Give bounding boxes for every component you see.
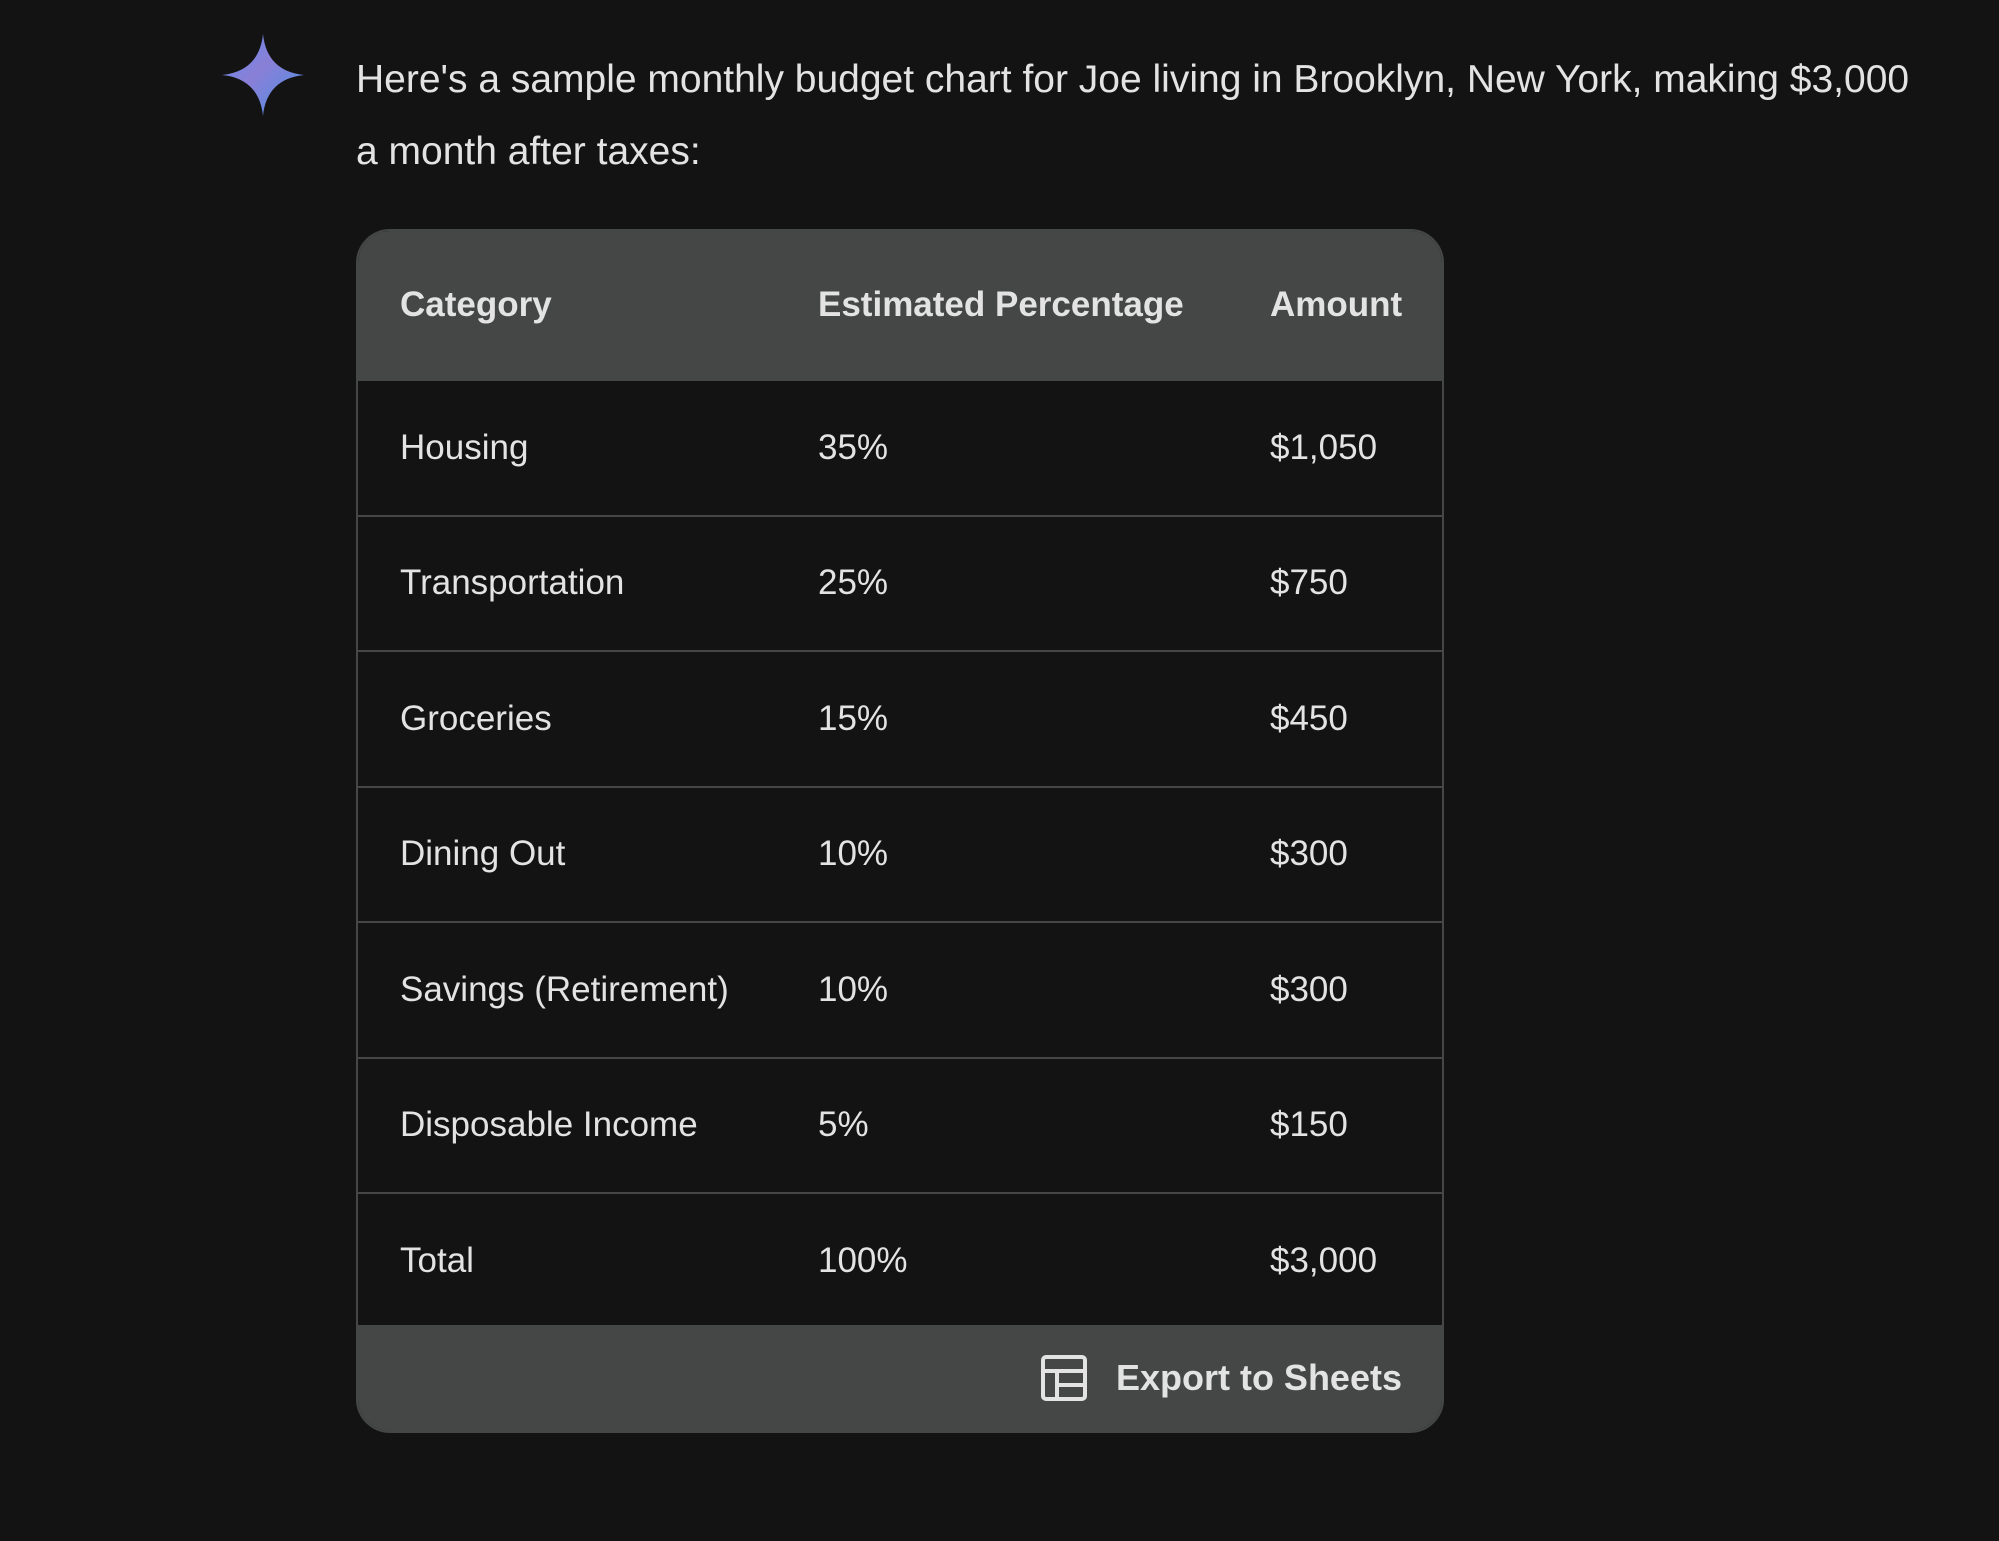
cell-category: Transportation	[400, 563, 625, 603]
table-row: Disposable Income 5% $150	[358, 1057, 1442, 1194]
cell-amount: $300	[1270, 834, 1348, 874]
table-header-row: Category Estimated Percentage Amount	[358, 231, 1442, 380]
cell-percentage: 5%	[818, 1105, 869, 1145]
sheets-table-icon	[1040, 1355, 1087, 1401]
table-row-total: Total 100% $3,000	[358, 1193, 1442, 1329]
export-to-sheets-label: Export to Sheets	[1115, 1357, 1402, 1398]
table-row: Housing 35% $1,050	[358, 380, 1442, 516]
table-footer: Export to Sheets	[358, 1325, 1442, 1431]
cell-percentage: 35%	[818, 427, 889, 467]
cell-percentage: 100%	[818, 1241, 908, 1281]
budget-table-card: Category Estimated Percentage Amount Hou…	[356, 229, 1444, 1433]
cell-percentage: 25%	[818, 563, 889, 603]
export-to-sheets-button[interactable]: Export to Sheets	[1040, 1354, 1402, 1402]
table-row: Dining Out 10% $300	[358, 786, 1442, 923]
table-row: Transportation 25% $750	[358, 515, 1442, 652]
header-estimated-percentage: Estimated Percentage	[818, 285, 1184, 324]
cell-amount: $150	[1270, 1105, 1348, 1145]
cell-amount: $450	[1270, 698, 1348, 738]
cell-category: Groceries	[400, 698, 552, 738]
cell-amount: $300	[1270, 969, 1348, 1009]
header-category: Category	[400, 285, 552, 324]
cell-percentage: 10%	[818, 969, 889, 1009]
table-row: Groceries 15% $450	[358, 651, 1442, 787]
cell-percentage: 10%	[818, 834, 889, 874]
cell-amount: $1,050	[1270, 427, 1378, 467]
cell-category: Dining Out	[400, 834, 566, 874]
response-intro-text: Here's a sample monthly budget chart for…	[356, 58, 1910, 173]
cell-percentage: 15%	[818, 698, 889, 738]
budget-table: Category Estimated Percentage Amount Hou…	[358, 231, 1442, 1329]
gemini-sparkle-icon	[222, 34, 304, 116]
cell-amount: $750	[1270, 563, 1348, 603]
table-row: Savings (Retirement) 10% $300	[358, 922, 1442, 1058]
cell-category: Total	[400, 1241, 474, 1281]
cell-category: Housing	[400, 427, 529, 467]
cell-category: Disposable Income	[400, 1105, 698, 1145]
header-amount: Amount	[1270, 285, 1403, 324]
cell-category: Savings (Retirement)	[400, 969, 729, 1009]
cell-amount: $3,000	[1270, 1241, 1378, 1281]
